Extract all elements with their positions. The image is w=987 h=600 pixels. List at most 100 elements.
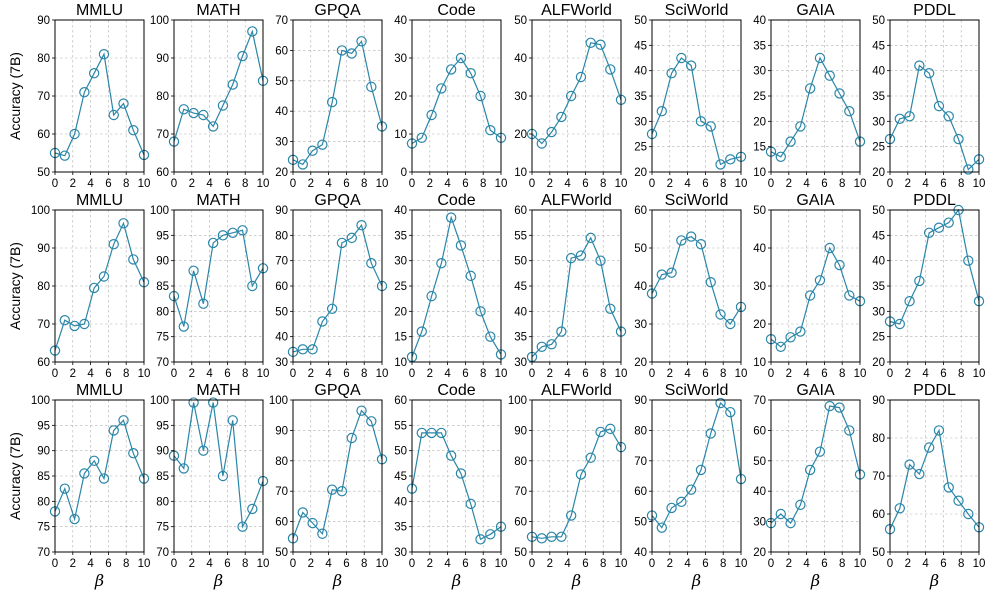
y-tick-label: 40 xyxy=(634,281,647,293)
x-tick-label: 10 xyxy=(257,558,270,570)
x-tick-label: 8 xyxy=(958,558,964,570)
x-tick-label: 4 xyxy=(444,558,451,570)
y-tick-label: 35 xyxy=(634,91,647,103)
data-point xyxy=(904,296,915,307)
data-point xyxy=(695,116,707,127)
data-point xyxy=(445,64,457,75)
data-point xyxy=(307,344,318,355)
y-tick-label: 25 xyxy=(634,142,647,154)
y-tick-label: 80 xyxy=(156,91,169,103)
x-tick-label: 0 xyxy=(887,178,893,190)
x-tick-label: 8 xyxy=(361,558,367,570)
y-tick-label: 35 xyxy=(753,40,766,52)
x-tick-label: 8 xyxy=(839,558,845,570)
y-tick-label: 40 xyxy=(753,15,766,27)
panel-title: Code xyxy=(437,2,475,19)
x-axis-label: β xyxy=(94,571,104,590)
data-point xyxy=(227,227,238,238)
data-point xyxy=(297,159,308,170)
x-tick-label: 10 xyxy=(257,368,270,380)
data-point xyxy=(118,98,129,109)
y-tick-label: 40 xyxy=(634,66,647,78)
y-tick-label: 20 xyxy=(753,116,766,128)
data-point xyxy=(705,121,716,132)
data-point xyxy=(426,290,437,302)
data-point xyxy=(565,510,577,521)
data-point xyxy=(725,154,736,165)
y-tick-label: 60 xyxy=(275,45,288,57)
data-point xyxy=(178,321,189,332)
data-point xyxy=(227,79,238,90)
y-tick-label: 70 xyxy=(872,471,885,483)
x-axis-label: β xyxy=(810,571,820,590)
y-tick-label: 40 xyxy=(514,306,527,318)
series-line xyxy=(173,29,264,142)
data-point xyxy=(207,121,219,132)
data-point xyxy=(98,271,110,282)
x-tick-label: 10 xyxy=(138,178,151,190)
x-tick-label: 8 xyxy=(600,178,606,190)
x-tick-label: 4 xyxy=(206,368,213,380)
data-point xyxy=(844,105,855,117)
data-point xyxy=(914,275,925,287)
x-tick-label: 4 xyxy=(684,368,691,380)
panel-row3-math: 0 2 4 6 8 10 70 75 80 85 90 95 100 MATH β xyxy=(150,382,270,590)
x-tick-label: 2 xyxy=(308,558,314,570)
data-point xyxy=(824,70,835,81)
data-point xyxy=(88,455,100,466)
data-point xyxy=(575,250,587,261)
panel-title: ALFWorld xyxy=(541,192,612,209)
data-point xyxy=(118,218,129,229)
y-tick-label: 100 xyxy=(269,395,288,407)
y-tick-label: 70 xyxy=(37,319,50,331)
panel-row2-pddl: 0 2 4 6 8 10 20 25 30 35 40 45 50 PDDL xyxy=(872,192,985,380)
row-3-ylabel: Accuracy (7B) xyxy=(7,432,23,520)
x-tick-label: 8 xyxy=(600,558,606,570)
y-tick-label: 50 xyxy=(37,167,50,179)
y-tick-label: 80 xyxy=(275,230,288,242)
y-tick-label: 70 xyxy=(275,15,288,27)
data-point xyxy=(455,52,467,64)
y-tick-label: 20 xyxy=(872,357,885,369)
data-point xyxy=(188,397,199,408)
panel-row2-sciworld: 0 2 4 6 8 10 20 30 40 50 60 SciWorld xyxy=(634,192,747,380)
data-point xyxy=(556,531,567,543)
data-point xyxy=(475,306,486,317)
x-tick-label: 4 xyxy=(684,178,691,190)
y-tick-label: 20 xyxy=(634,167,647,179)
y-tick-label: 50 xyxy=(394,446,407,458)
data-point xyxy=(188,107,199,119)
x-tick-label: 6 xyxy=(343,178,349,190)
x-tick-label: 4 xyxy=(922,368,929,380)
data-point xyxy=(237,521,248,532)
data-point xyxy=(605,64,616,75)
data-point xyxy=(416,132,427,143)
x-tick-label: 0 xyxy=(290,558,296,570)
data-point xyxy=(785,332,796,343)
panel-row1-gaia: 0 2 4 6 8 10 10 15 20 25 30 35 40 GAIA xyxy=(753,2,866,190)
y-tick-label: 100 xyxy=(31,395,50,407)
data-point xyxy=(198,298,209,309)
data-point xyxy=(834,88,845,99)
series-line xyxy=(889,64,980,171)
x-tick-label: 0 xyxy=(768,368,774,380)
y-tick-label: 90 xyxy=(156,256,169,268)
y-tick-label: 50 xyxy=(514,256,527,268)
data-point xyxy=(356,405,367,416)
x-tick-label: 8 xyxy=(720,178,726,190)
data-point xyxy=(247,503,258,515)
x-tick-label: 0 xyxy=(768,178,774,190)
y-tick-label: 100 xyxy=(150,15,169,27)
x-tick-label: 8 xyxy=(958,178,964,190)
data-point xyxy=(69,320,80,332)
data-point xyxy=(953,495,964,506)
x-tick-label: 8 xyxy=(123,558,129,570)
x-tick-label: 0 xyxy=(409,178,415,190)
y-tick-label: 85 xyxy=(156,281,169,293)
y-tick-label: 50 xyxy=(275,306,288,318)
y-tick-label: 40 xyxy=(514,53,527,65)
data-point xyxy=(217,470,229,482)
x-tick-label: 10 xyxy=(735,178,748,190)
x-tick-label: 4 xyxy=(87,558,94,570)
data-point xyxy=(178,104,189,115)
